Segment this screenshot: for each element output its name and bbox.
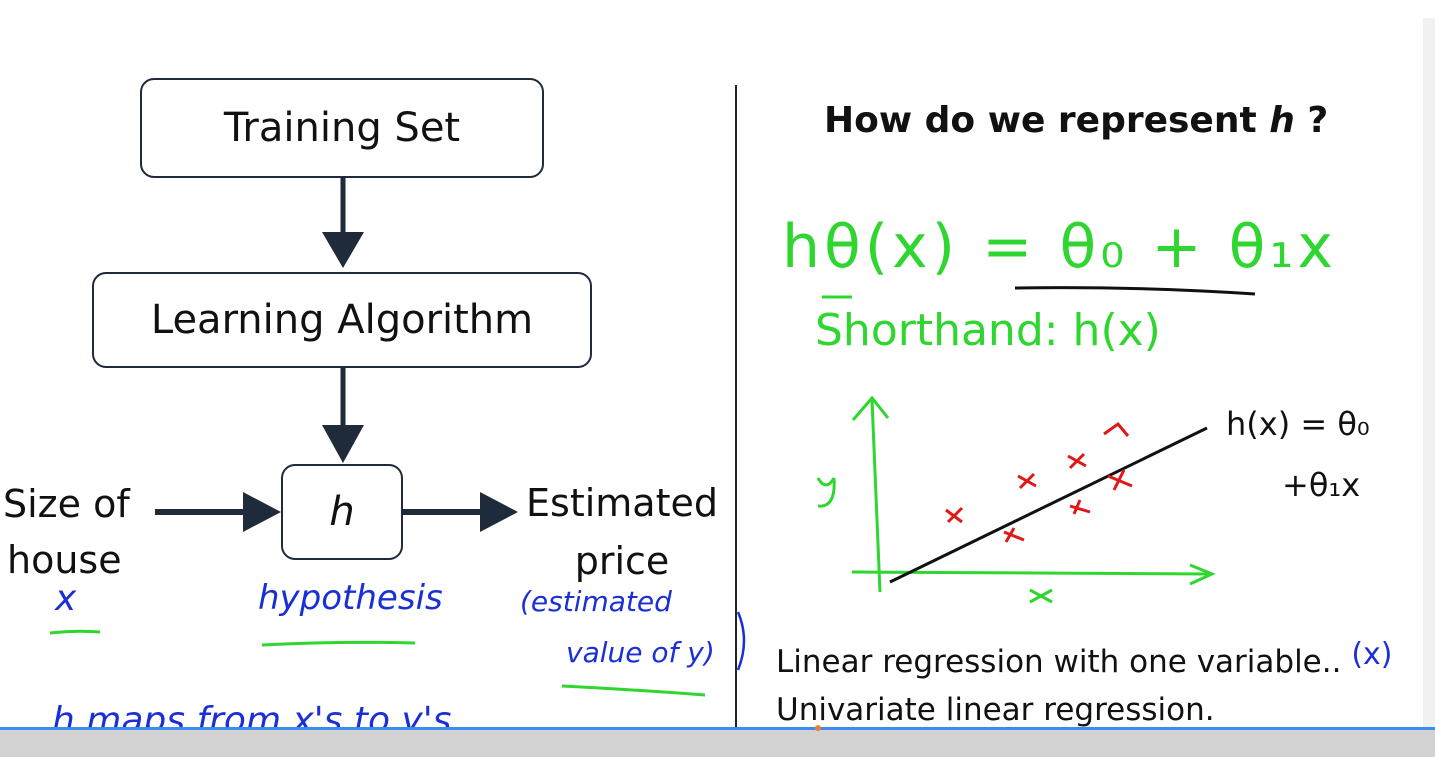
underline-estimated (561, 684, 706, 697)
training-set-box: Training Set (140, 78, 544, 178)
underline-hypothesis (261, 640, 416, 647)
input-label-line2: house (7, 538, 122, 582)
plot-point-2 (1003, 527, 1025, 543)
plot-point-1 (945, 506, 964, 524)
plot-regression-line (889, 426, 1208, 584)
question-suffix: ? (1294, 100, 1329, 141)
plot-x-arrowhead (1189, 563, 1216, 586)
output-label-line1: Estimated (526, 481, 718, 525)
plot-y-axis (870, 399, 882, 593)
text-line-1: Linear regression with one variable.. (x… (776, 637, 1393, 680)
plot-y-arrowhead (851, 395, 890, 421)
plot-point-3 (1017, 472, 1037, 490)
plot-point-6 (1103, 421, 1130, 437)
plot-x-label-stroke (1029, 588, 1053, 604)
text-line-1-main: Linear regression with one variable.. (776, 644, 1342, 680)
text-line-2: Univariate linear regression. (776, 692, 1215, 728)
bracket-estimated (736, 611, 746, 671)
learning-algorithm-label: Learning Algorithm (150, 297, 534, 343)
text-line-1-annotation: (x) (1351, 637, 1393, 672)
plot-points (945, 421, 1133, 543)
arrowhead-h-to-output (480, 492, 518, 532)
hand-plot (816, 395, 1216, 604)
learning-algorithm-box: Learning Algorithm (92, 272, 592, 368)
arrowhead-input-to-h (243, 492, 281, 532)
video-control-bar[interactable] (0, 728, 1435, 757)
input-label: Size of house (3, 476, 130, 588)
hypothesis-box: h (281, 464, 403, 560)
question-var: h (1269, 100, 1295, 141)
note-estimated-line2: value of y) (566, 636, 715, 669)
arrowhead-training-to-learning (322, 232, 364, 268)
underline-x (49, 629, 101, 635)
formula-underline (1014, 286, 1256, 296)
input-label-line1: Size of (3, 482, 130, 526)
plot-line-label-1: h(x) = θ₀ (1226, 405, 1370, 443)
plot-point-4 (1067, 452, 1087, 470)
arrowhead-learning-to-h (322, 425, 364, 463)
plot-y-label-stroke (816, 477, 836, 508)
plot-point-5 (1069, 499, 1091, 515)
note-hypothesis: hypothesis (258, 578, 443, 618)
note-x: x (55, 578, 77, 619)
training-set-label: Training Set (223, 105, 461, 151)
plot-point-7 (1107, 469, 1133, 491)
right-panel-edge (1423, 18, 1435, 728)
output-label-line2: price (574, 539, 670, 583)
hypothesis-formula: hθ(x) = θ₀ + θ₁x (782, 212, 1337, 282)
video-progress-handle[interactable] (815, 725, 821, 731)
hypothesis-box-label: h (329, 489, 355, 535)
question-prefix: How do we represent (824, 100, 1270, 141)
video-progress-bar[interactable] (0, 727, 1435, 730)
shorthand-note: Shorthand: h(x) (815, 305, 1161, 356)
output-label: Estimated price (522, 474, 722, 590)
plot-line-label-2: +θ₁x (1282, 466, 1361, 504)
question-heading: How do we represent h ? (824, 100, 1328, 141)
note-estimated-line1: (estimated (520, 585, 672, 618)
